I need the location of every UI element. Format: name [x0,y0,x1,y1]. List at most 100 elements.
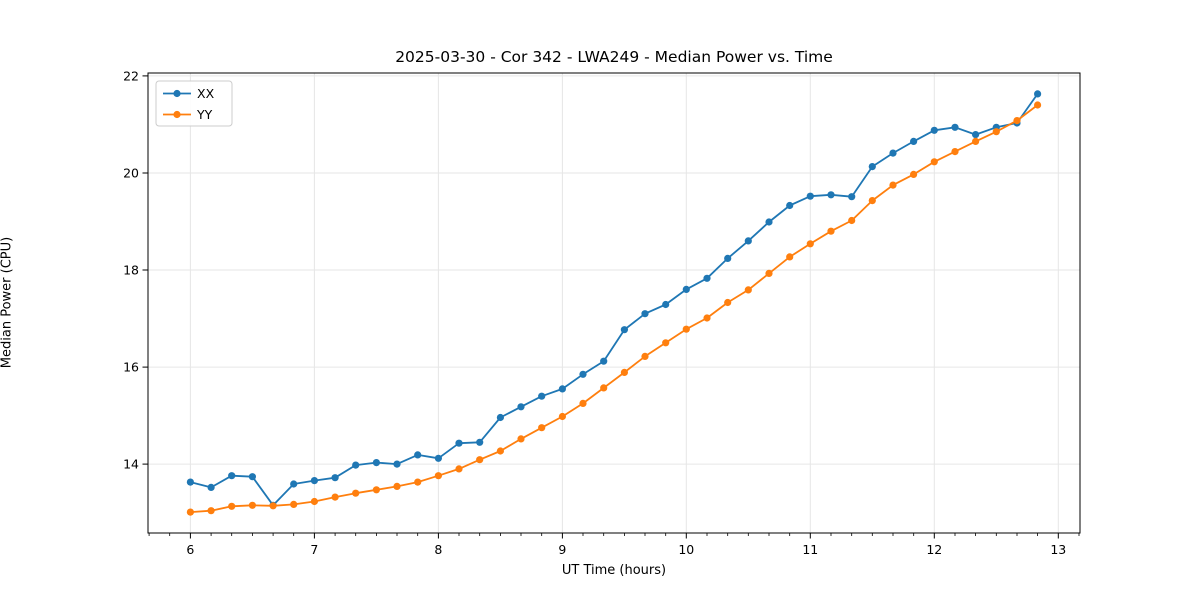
x-axis-label: UT Time (hours) [561,563,667,578]
series-XX-marker [910,137,918,145]
series-YY-marker [310,497,318,506]
series-YY-marker [827,227,835,235]
series-YY-marker [992,128,1000,136]
x-tick-label: 12 [926,542,942,557]
legend-swatch-marker [173,89,181,98]
series-YY-marker [476,456,484,464]
series-XX-marker [827,191,835,199]
series-XX-marker [848,193,856,201]
series-XX-marker [496,413,504,422]
series-XX-marker [662,300,670,309]
series-YY-marker [228,502,236,510]
series-YY-marker [786,253,794,261]
series-XX-marker [476,438,484,446]
series-YY-marker [372,486,380,494]
series-YY-marker [682,325,690,333]
series-XX-marker [889,149,897,157]
series-YY-marker [455,465,463,473]
series-XX-marker [579,370,587,378]
series-XX-marker [455,439,463,447]
series-YY-marker [662,339,670,347]
series-YY-marker [1013,117,1021,125]
series-YY-marker [744,286,752,294]
x-tick-label: 9 [558,542,566,557]
series-YY-marker [641,352,649,360]
series-YY-marker [186,508,194,516]
series-YY-marker [352,489,360,497]
y-tick-label: 14 [123,457,139,472]
series-XX-marker [703,274,711,282]
series-XX-marker [228,472,236,480]
series-XX-marker [248,473,256,481]
series-XX-marker [744,237,752,245]
series-YY-marker [434,472,442,480]
series-XX-marker [538,392,546,400]
chart-title: 2025-03-30 - Cor 342 - LWA249 - Median P… [395,48,833,66]
series-XX-marker [972,131,980,139]
series-YY-marker [579,399,587,407]
series-YY-marker [972,137,980,145]
series-YY-marker [558,412,567,421]
series-YY-marker [951,148,959,156]
series-XX-marker [620,326,629,334]
series-XX-line [190,93,1039,507]
series-YY-marker [600,384,608,392]
series-YY-marker [496,447,504,455]
series-XX-marker [414,451,422,459]
series-XX-marker [1034,90,1042,98]
series-XX-marker [372,459,380,467]
x-tick-label: 10 [678,542,694,557]
series-XX-marker [331,474,339,482]
legend-label: YY [196,107,213,122]
x-tick-label: 7 [310,542,318,557]
series-YY-marker [724,298,732,307]
series-XX-marker [186,478,194,486]
series-YY-marker [331,493,339,501]
series-XX-marker [310,477,318,485]
legend-box [155,80,233,127]
series-XX-marker [434,454,442,462]
legend-swatch-marker [173,110,181,119]
y-tick-label: 22 [123,68,139,83]
series-YY-marker [414,478,422,486]
series-YY-line [190,104,1039,513]
series-YY-marker [703,314,711,322]
x-tick-label: 11 [802,542,818,557]
legend-label: XX [197,86,215,101]
series-XX-marker [517,403,525,411]
series-XX-marker [290,480,298,488]
series-YY-marker [207,507,215,515]
series-XX-marker [641,310,649,318]
series-YY-marker [393,482,401,490]
series-XX-marker [352,461,360,469]
series-YY-marker [889,181,897,189]
series-XX-marker [724,254,732,262]
plot-frame [147,72,1081,534]
series-YY-marker [269,502,277,510]
y-tick-label: 20 [123,166,139,181]
series-YY-marker [806,240,814,248]
x-tick-label: 13 [1050,542,1066,557]
series-YY-marker [620,368,629,376]
series-XX-marker [600,357,608,365]
series-XX-marker [868,163,876,171]
series-XX-marker [951,123,959,131]
series-YY-marker [248,501,256,509]
series-YY-marker [517,435,525,443]
series-XX-marker [207,483,215,491]
x-tick-label: 8 [434,542,442,557]
y-tick-label: 18 [123,263,139,278]
series-YY-marker [930,158,938,166]
series-YY-marker [910,170,918,178]
series-YY-marker [765,269,773,277]
series-YY-marker [848,216,856,225]
series-XX-marker [930,126,938,134]
y-tick-label: 16 [123,360,139,375]
series-YY-marker [538,424,546,432]
series-XX-marker [765,218,773,226]
series-YY-marker [290,500,298,508]
series-XX-marker [682,285,690,293]
x-tick-label: 6 [186,542,194,557]
